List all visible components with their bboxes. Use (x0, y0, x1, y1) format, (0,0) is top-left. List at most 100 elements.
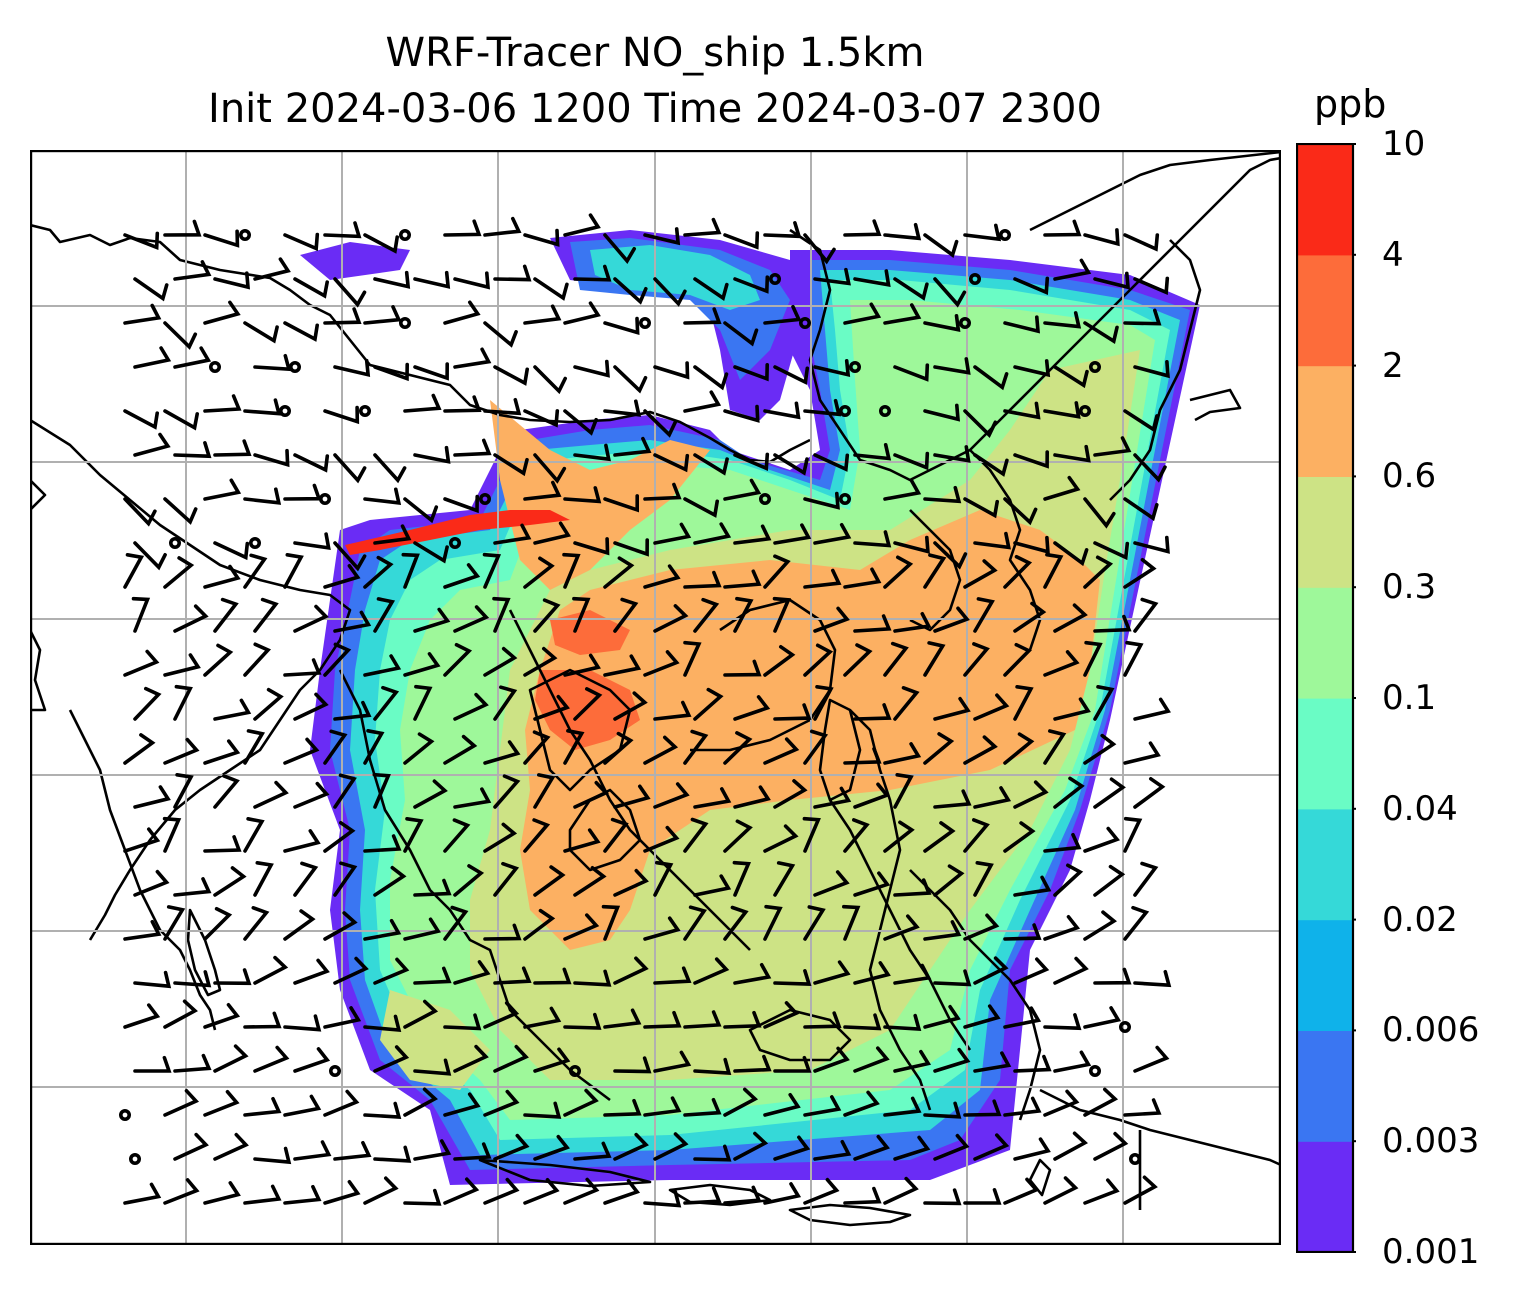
wind-barb (133, 785, 171, 809)
wind-barb (203, 478, 242, 501)
wind-barb (603, 817, 629, 853)
calm-wind-marker (288, 361, 301, 374)
wind-barb (893, 277, 929, 301)
wind-barb (803, 643, 834, 677)
wind-barb (253, 687, 284, 721)
map-border (30, 150, 1281, 1245)
wind-barb (243, 642, 272, 677)
wind-barb (253, 861, 274, 897)
wind-barb (283, 553, 304, 589)
wind-barb (533, 694, 570, 721)
wind-barb (573, 687, 603, 721)
wind-barb (763, 554, 791, 589)
colorbar-tick-label: 10 (1382, 124, 1426, 164)
wind-barb (283, 737, 320, 765)
wind-barb (1053, 1050, 1092, 1073)
wind-barb (563, 913, 600, 941)
wind-barb (443, 219, 482, 237)
wind-barb (413, 1139, 452, 1161)
wind-barb (923, 233, 959, 258)
wind-barb (843, 1186, 882, 1205)
wind-barb (803, 398, 842, 417)
calm-wind-marker (1119, 1020, 1132, 1033)
wind-barb (573, 264, 612, 282)
wind-barb (963, 642, 990, 677)
wind-barb (443, 818, 471, 853)
wind-barb (163, 556, 195, 589)
wind-barb (283, 483, 322, 501)
calm-wind-marker (448, 536, 461, 549)
wind-barb (603, 233, 636, 264)
wind-barb (763, 401, 801, 420)
wind-barb (173, 346, 212, 369)
wind-barb (563, 653, 601, 677)
wind-barb (283, 829, 321, 853)
colorbar-tick-label: 0.6 (1382, 456, 1437, 497)
wind-barb (283, 909, 316, 941)
wind-barb (613, 1056, 652, 1074)
calm-wind-marker (209, 361, 222, 374)
map-panel (30, 150, 1281, 1245)
wind-barb (883, 478, 922, 501)
wind-barb (723, 478, 762, 501)
wind-barb (1083, 497, 1116, 529)
colorbar-unit: ppb (1314, 82, 1387, 126)
wind-barb (1003, 821, 1036, 853)
wind-barb (243, 487, 282, 505)
wind-barb (683, 640, 702, 677)
calm-wind-marker (1079, 404, 1092, 417)
wind-barb (1043, 650, 1080, 677)
wind-barb (893, 1049, 932, 1073)
calm-wind-marker (398, 317, 411, 330)
wind-barb (693, 453, 729, 476)
wind-barb (443, 300, 481, 325)
colorbar-cell (1297, 144, 1353, 256)
wind-barb (323, 821, 356, 853)
wind-barb (533, 865, 566, 897)
wind-barb (413, 541, 449, 564)
colorbar-tick-label: 0.02 (1382, 899, 1458, 940)
colorbar-cell (1297, 365, 1353, 477)
wind-barb (213, 968, 252, 986)
wind-barb (123, 649, 160, 677)
wind-barb (133, 432, 171, 457)
wind-barb (483, 822, 518, 853)
colorbar-cell (1297, 808, 1353, 921)
wind-barb (693, 522, 732, 545)
wind-barb (923, 403, 961, 422)
wind-barb (243, 1011, 282, 1029)
wind-barb (323, 564, 361, 589)
wind-barb (973, 1133, 1010, 1161)
wind-barb (1013, 1054, 1052, 1073)
wind-barb (243, 906, 270, 941)
wind-barb (493, 685, 518, 721)
wind-barb (523, 556, 555, 589)
wind-barb (493, 861, 520, 897)
wind-barb (1043, 1176, 1079, 1205)
wind-barb (933, 1047, 971, 1073)
wind-barb (133, 1055, 172, 1073)
wind-barb (293, 861, 319, 897)
wind-barb (213, 866, 247, 897)
wind-barb (923, 1101, 962, 1119)
wind-barb (803, 1095, 842, 1117)
wind-barb (883, 303, 922, 325)
wind-barb (813, 1139, 852, 1161)
wind-barb (373, 1145, 412, 1163)
wind-barb (573, 1141, 612, 1161)
wind-barb (523, 228, 560, 247)
wind-barb (723, 819, 753, 853)
wind-barb (933, 696, 971, 721)
wind-barb (373, 685, 400, 721)
wind-barb (1083, 910, 1117, 941)
wind-barb (323, 642, 352, 677)
wind-barb (763, 824, 799, 853)
calm-wind-marker (129, 1152, 142, 1165)
wind-barb (563, 1088, 599, 1117)
wind-barb (293, 604, 329, 633)
colorbar-tick-label: 0.006 (1382, 1010, 1480, 1051)
wind-barb (723, 321, 759, 347)
wind-barb (1003, 642, 1032, 677)
wind-barb (243, 553, 268, 589)
wind-barb (973, 365, 1009, 391)
